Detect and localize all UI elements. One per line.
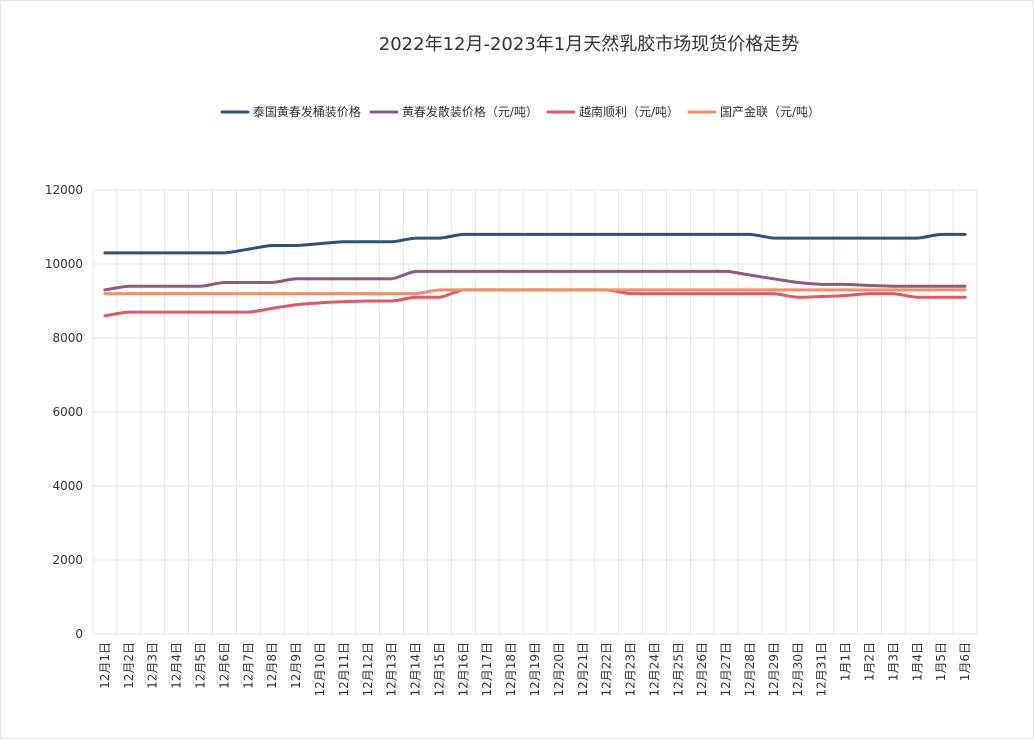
x-tick-label: 1月5日 xyxy=(934,642,948,681)
y-tick-label: 2000 xyxy=(52,553,83,567)
x-tick-label: 12月11日 xyxy=(337,642,351,697)
x-tick-label: 1月2日 xyxy=(862,642,876,681)
legend-label: 黄春发散装价格（元/吨） xyxy=(402,104,538,119)
x-tick-label: 12月4日 xyxy=(170,642,184,689)
x-tick-label: 12月18日 xyxy=(504,642,518,697)
x-tick-label: 12月23日 xyxy=(624,642,638,697)
legend-label: 国产金联（元/吨） xyxy=(720,104,820,119)
legend-item-2[interactable]: 越南顺利（元/吨） xyxy=(546,104,679,119)
legend-item-1[interactable]: 黄春发散装价格（元/吨） xyxy=(369,104,538,119)
y-axis: 0 2000 4000 6000 8000 10000 12000 xyxy=(45,183,83,641)
x-tick-label: 1月1日 xyxy=(839,642,853,681)
y-tick-label: 10000 xyxy=(45,257,83,271)
x-tick-label: 12月12日 xyxy=(361,642,375,697)
x-tick-label: 12月29日 xyxy=(767,642,781,697)
x-tick-label: 12月22日 xyxy=(600,642,614,697)
x-tick-label: 1月3日 xyxy=(886,642,900,681)
legend-label: 泰国黄春发桶装价格 xyxy=(253,104,361,119)
x-tick-label: 12月16日 xyxy=(456,642,470,697)
x-tick-label: 12月28日 xyxy=(743,642,757,697)
x-tick-label: 12月8日 xyxy=(265,642,279,689)
y-tick-label: 12000 xyxy=(45,183,83,197)
x-tick-label: 12月27日 xyxy=(719,642,733,697)
x-tick-label: 12月31日 xyxy=(815,642,829,697)
x-tick-label: 12月21日 xyxy=(576,642,590,697)
x-tick-label: 12月3日 xyxy=(146,642,160,689)
series-line-1[interactable] xyxy=(103,269,967,292)
chart-title: 2022年12月-2023年1月天然乳胶市场现货价格走势 xyxy=(379,34,799,55)
x-tick-label: 12月10日 xyxy=(313,642,327,697)
y-tick-label: 4000 xyxy=(52,479,83,493)
x-axis: 12月1日 12月2日 12月3日 12月4日 12月5日 12月6日 12月7日 12月8日… xyxy=(98,642,972,697)
x-tick-label: 1月4日 xyxy=(910,642,924,681)
x-tick-label: 12月25日 xyxy=(671,642,685,697)
x-tick-label: 12月20日 xyxy=(552,642,566,697)
legend-item-0[interactable]: 泰国黄春发桶装价格 xyxy=(220,104,361,119)
legend-label: 越南顺利（元/吨） xyxy=(579,104,679,119)
x-tick-label: 12月9日 xyxy=(289,642,303,689)
x-tick-label: 12月30日 xyxy=(791,642,805,697)
y-tick-label: 8000 xyxy=(52,331,83,345)
x-tick-label: 12月1日 xyxy=(98,642,112,689)
x-tick-label: 12月13日 xyxy=(385,642,399,697)
x-tick-label: 12月24日 xyxy=(647,642,661,697)
x-tick-label: 12月2日 xyxy=(122,642,136,689)
x-tick-label: 12月26日 xyxy=(695,642,709,697)
legend: 泰国黄春发桶装价格 黄春发散装价格（元/吨） 越南顺利（元/吨） 国产金联（元/吨） xyxy=(220,104,820,119)
x-tick-label: 1月6日 xyxy=(958,642,972,681)
series-line-0[interactable] xyxy=(103,232,967,255)
x-tick-label: 12月19日 xyxy=(528,642,542,697)
x-tick-label: 12月6日 xyxy=(217,642,231,689)
y-tick-label: 6000 xyxy=(52,405,83,419)
legend-item-3[interactable]: 国产金联（元/吨） xyxy=(687,104,820,119)
x-tick-label: 12月5日 xyxy=(194,642,208,689)
x-tick-label: 12月7日 xyxy=(241,642,255,689)
series-lines xyxy=(103,232,967,318)
series-line-3[interactable] xyxy=(103,288,967,296)
grid-lines xyxy=(92,189,978,635)
x-tick-label: 12月17日 xyxy=(480,642,494,697)
x-tick-label: 12月15日 xyxy=(432,642,446,697)
y-tick-label: 0 xyxy=(75,627,83,641)
x-tick-label: 12月14日 xyxy=(409,642,423,697)
